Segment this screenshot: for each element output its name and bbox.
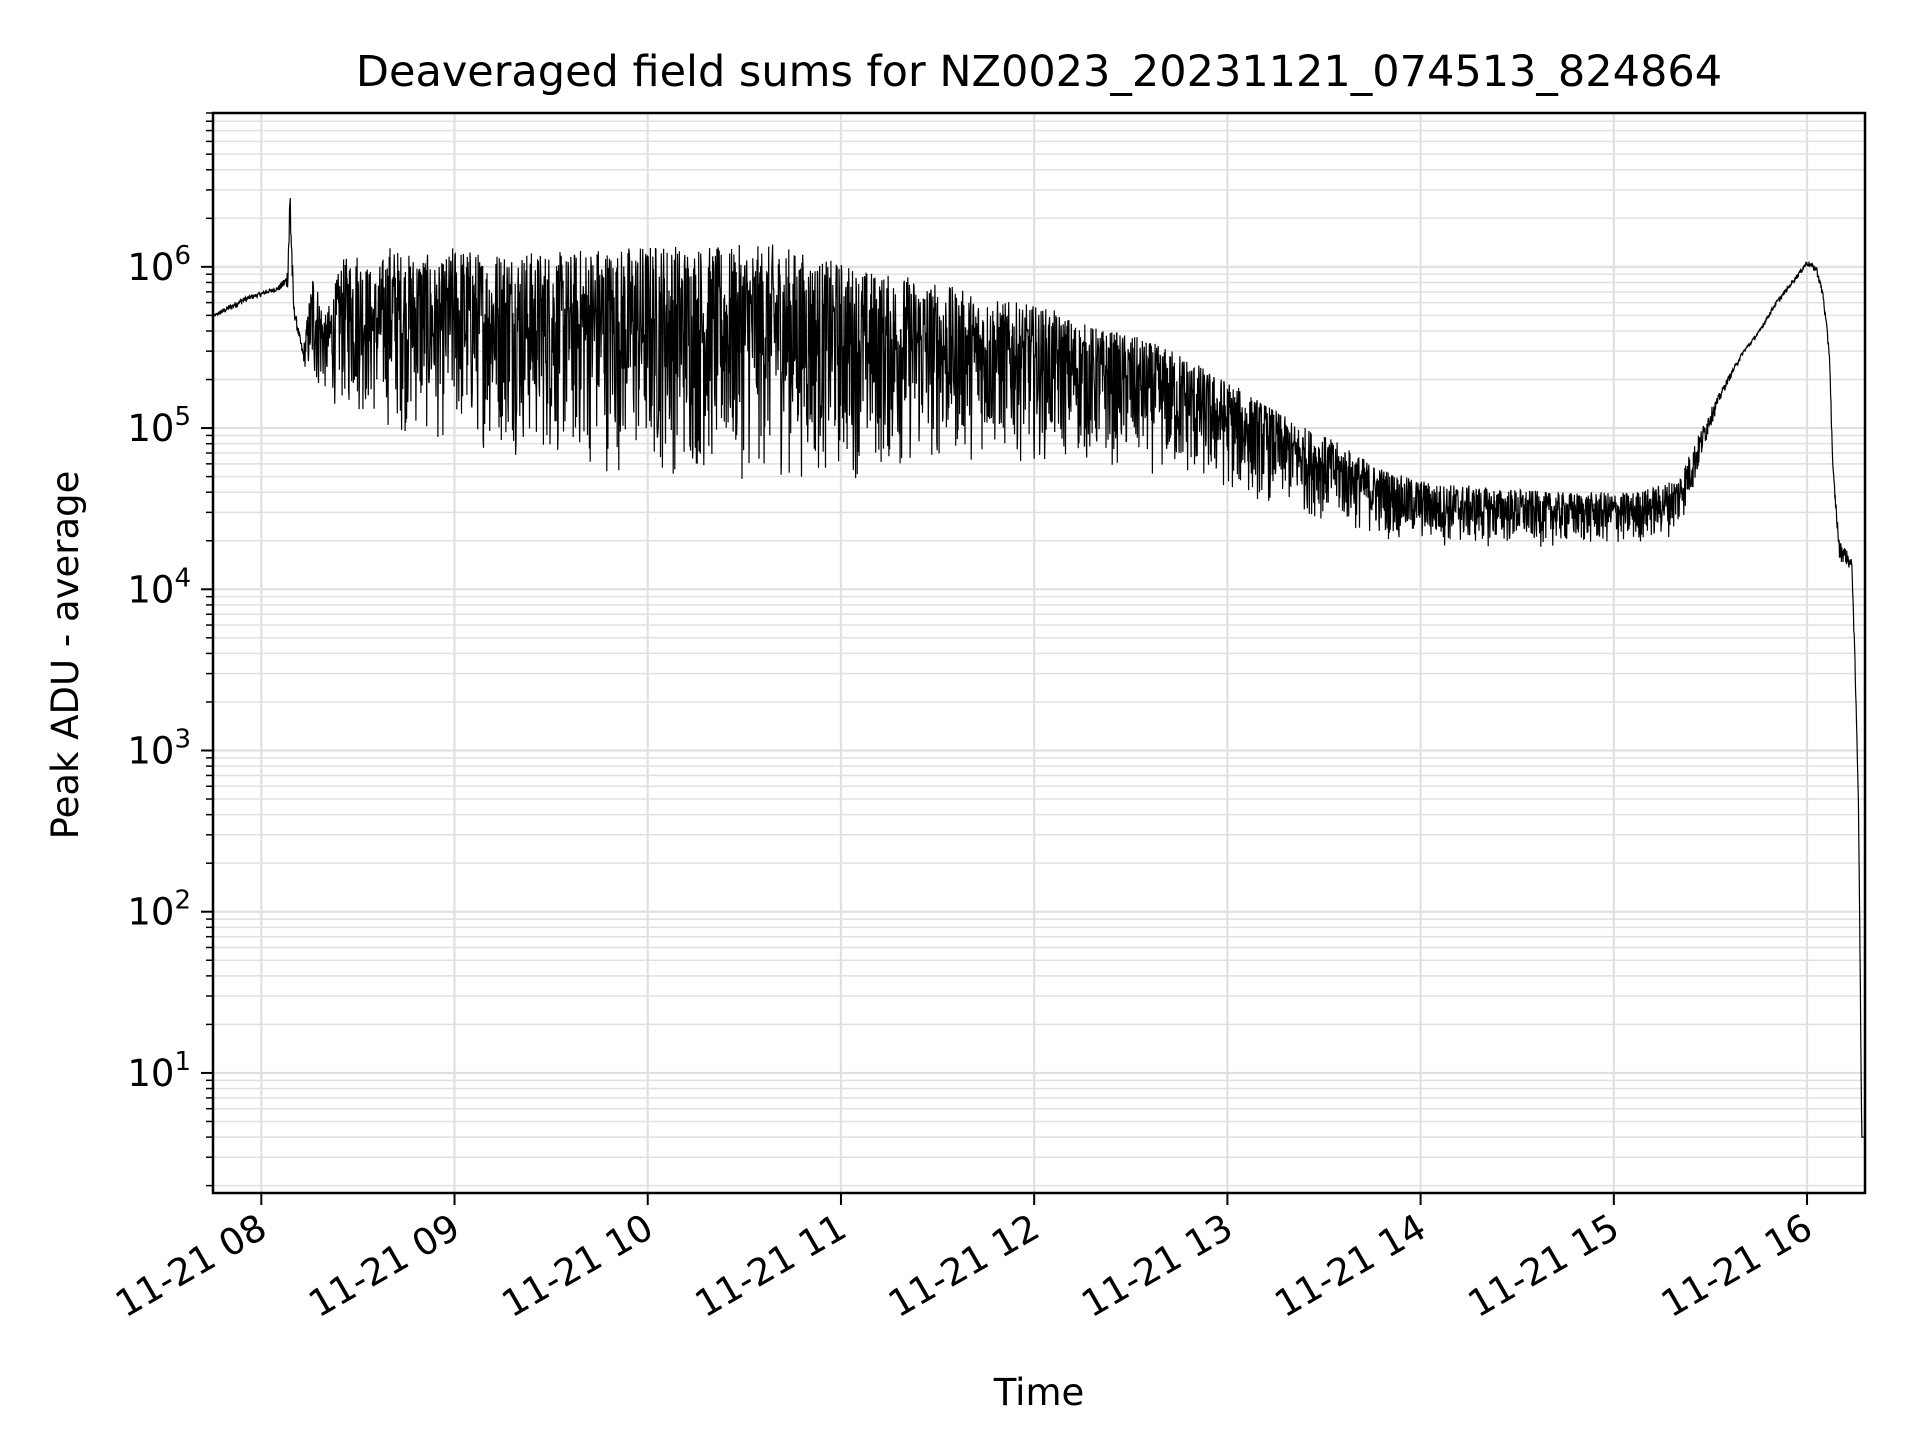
y-tick-label: 104 [127,563,191,611]
y-tick-label: 103 [127,724,191,772]
series-path [212,198,1865,1138]
grid-lines [213,112,1865,1193]
y-tick-label: 101 [127,1047,191,1095]
x-axis-label: Time [993,1371,1085,1414]
series-line [212,198,1865,1138]
y-axis-label: Peak ADU - average [44,471,87,840]
y-tick-label: 105 [127,402,191,450]
y-tick-label: 102 [127,886,191,934]
y-axis: 101 102 103 104 105 106 [127,112,213,1187]
chart-title: Deaveraged field sums for NZ0023_2023112… [356,47,1722,97]
y-tick-label: 106 [127,241,191,289]
